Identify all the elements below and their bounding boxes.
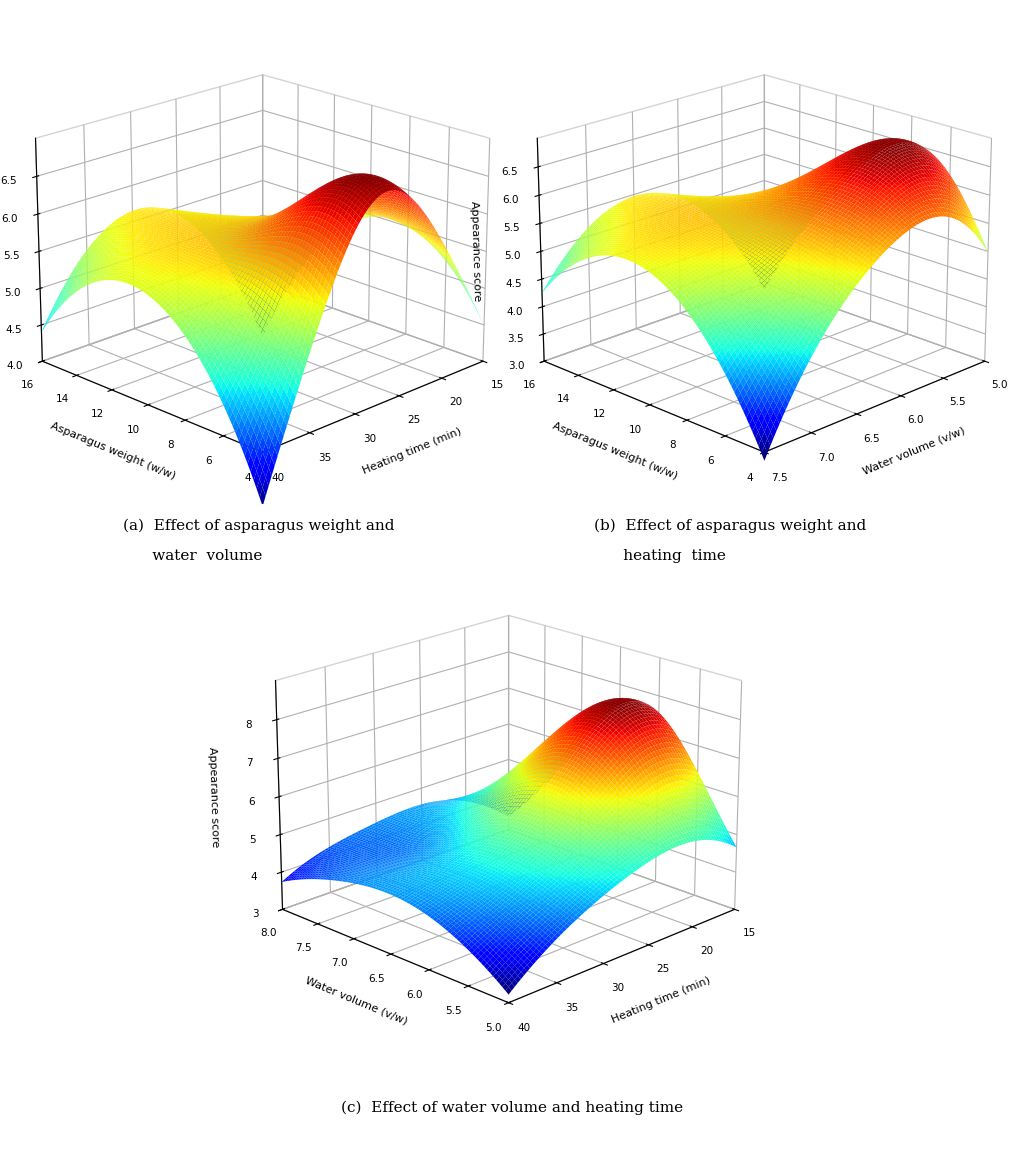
X-axis label: Heating time (min): Heating time (min) [610, 976, 712, 1025]
Text: water  volume: water volume [123, 549, 262, 563]
Y-axis label: Asparagus weight (w/w): Asparagus weight (w/w) [49, 421, 177, 481]
Text: heating  time: heating time [594, 549, 726, 563]
Text: (b)  Effect of asparagus weight and: (b) Effect of asparagus weight and [594, 518, 866, 533]
X-axis label: Water volume (v/w): Water volume (v/w) [861, 426, 967, 476]
Text: (a)  Effect of asparagus weight and: (a) Effect of asparagus weight and [123, 518, 394, 533]
Y-axis label: Asparagus weight (w/w): Asparagus weight (w/w) [551, 421, 679, 481]
Text: (c)  Effect of water volume and heating time: (c) Effect of water volume and heating t… [341, 1100, 683, 1114]
Y-axis label: Water volume (v/w): Water volume (v/w) [304, 975, 409, 1026]
X-axis label: Heating time (min): Heating time (min) [361, 427, 463, 476]
